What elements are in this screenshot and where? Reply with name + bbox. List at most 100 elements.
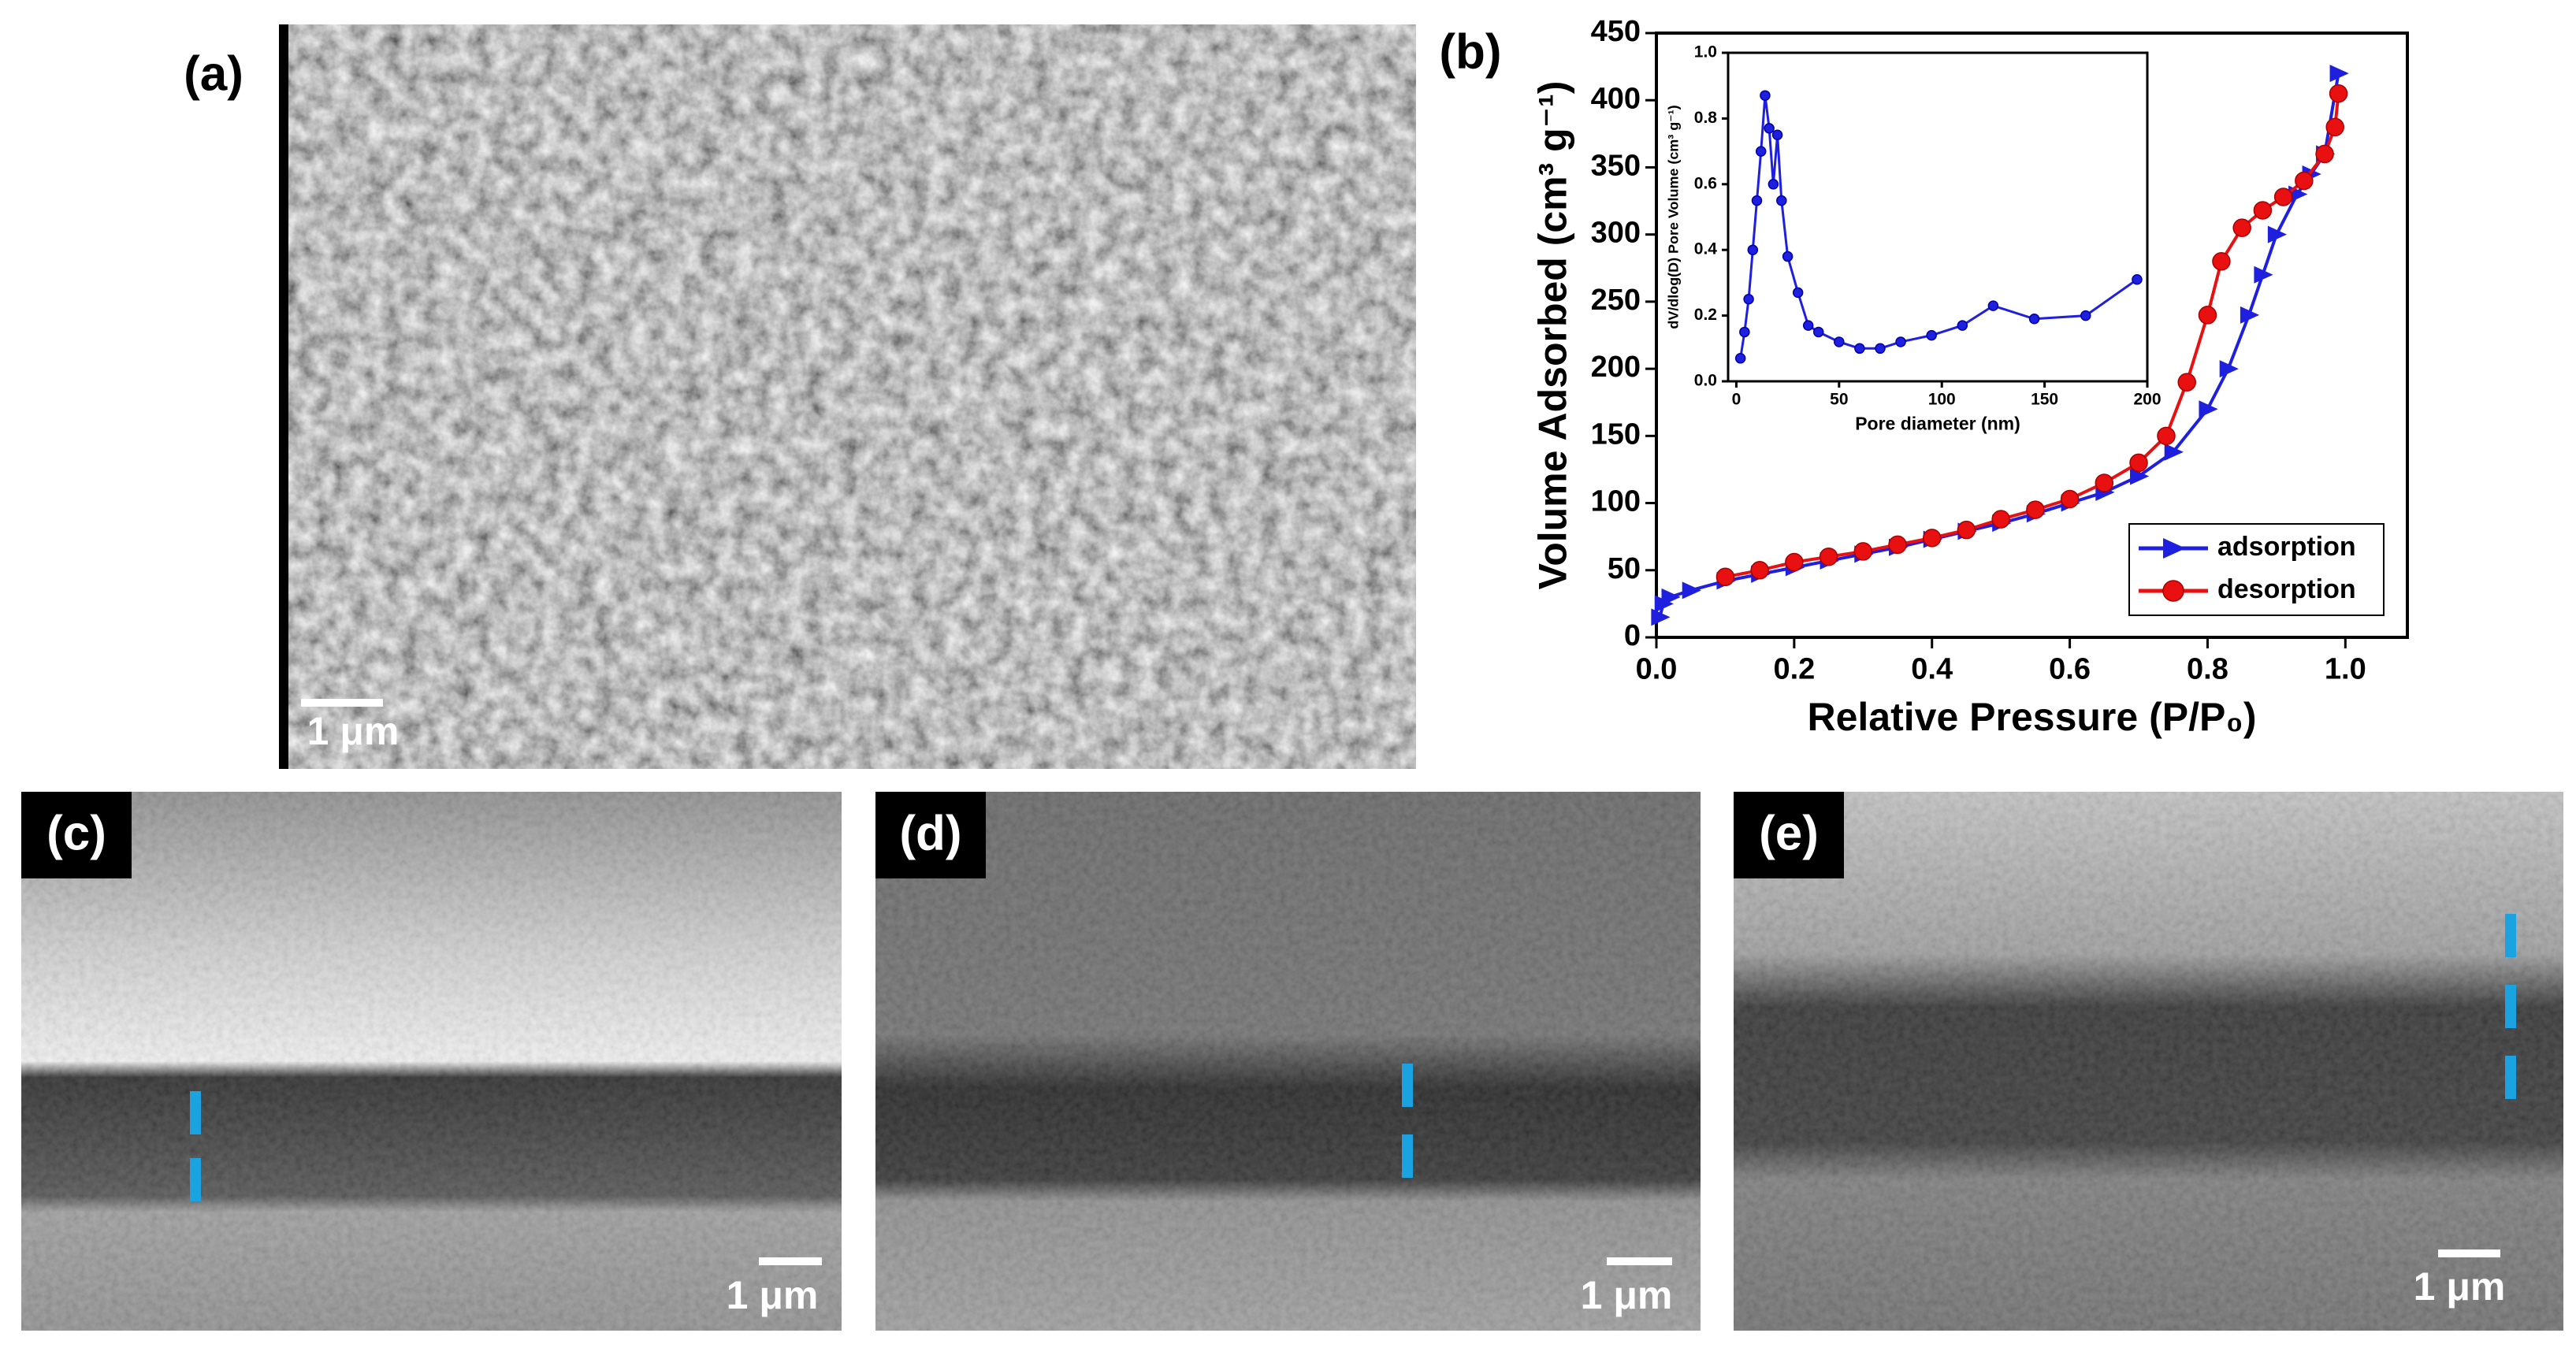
legend-label: desorption (2217, 574, 2356, 604)
data-point (1747, 244, 1759, 255)
x-tick-label: 0.0 (1636, 653, 1678, 686)
plot-frame (1655, 32, 2409, 639)
data-point (2212, 252, 2231, 271)
data-point (1792, 287, 1804, 299)
data-point (1802, 320, 1814, 331)
x-tick-label: 0 (1732, 390, 1741, 408)
data-point (2026, 500, 2045, 519)
y-tick-label: 0.4 (1694, 240, 1718, 258)
data-point (2295, 171, 2314, 191)
legend-label: adsorption (2217, 532, 2356, 562)
data-point (2132, 273, 2143, 285)
data-point (1926, 329, 1937, 341)
data-point (1987, 300, 1999, 311)
y-tick-label: 150 (1591, 418, 1641, 451)
data-point (1764, 123, 1775, 134)
data-point (1776, 195, 1787, 206)
scale-bar-label: 1 μm (1581, 1273, 1673, 1317)
label-box (1734, 792, 1844, 878)
data-point (2164, 443, 2184, 461)
scale-bar-label: 1 μm (727, 1273, 819, 1317)
data-point (1755, 146, 1767, 157)
sem-layers (21, 792, 842, 1331)
data-point (2060, 489, 2080, 509)
data-point (1785, 552, 1804, 572)
data-point (2095, 473, 2114, 492)
x-tick-label: 0.6 (2049, 653, 2091, 686)
data-point (2199, 400, 2218, 418)
data-point (1661, 588, 1681, 606)
panel-label: (a) (184, 46, 243, 101)
data-point (2315, 144, 2334, 164)
scale-bar-label: 1 μm (307, 709, 400, 753)
panel-label: (d) (899, 806, 961, 860)
x-tick-label: 0.2 (1773, 653, 1815, 686)
data-point (2253, 201, 2273, 220)
y-tick-label: 250 (1591, 284, 1641, 317)
plot-frame (1727, 51, 2149, 383)
y-tick-label: 0.8 (1694, 109, 1718, 127)
data-point (1682, 581, 1701, 600)
panel-label: (e) (1759, 806, 1819, 860)
y-tick-label: 0.0 (1694, 372, 1717, 390)
x-tick-label: 0.4 (1911, 653, 1953, 686)
y-tick-label: 300 (1591, 217, 1641, 250)
data-point (1651, 608, 1671, 626)
data-point (1760, 90, 1771, 101)
data-point (1750, 561, 1769, 580)
x-tick-label: 150 (2031, 390, 2058, 408)
data-point (1734, 353, 1746, 364)
x-tick-label: 200 (2133, 390, 2161, 408)
y-axis-label: Volume Adsorbed (cm³ g⁻¹) (1531, 81, 1575, 590)
label-box (875, 792, 986, 878)
data-point (1751, 195, 1763, 206)
data-point (1888, 535, 1907, 555)
data-point (2329, 84, 2348, 103)
x-tick-label: 1.0 (2325, 653, 2366, 686)
x-axis-label: Pore diameter (nm) (1855, 413, 2020, 433)
panel-label: (b) (1439, 24, 1501, 79)
data-point (2130, 467, 2150, 485)
sem-layers (875, 792, 1701, 1331)
data-point (1739, 326, 1750, 338)
data-point (2080, 310, 2091, 321)
data-point (2325, 117, 2344, 137)
scale-bar (301, 699, 383, 707)
data-point (1743, 294, 1754, 305)
data-point (1957, 520, 1976, 540)
x-tick-label: 0.8 (2187, 653, 2228, 686)
data-point (2177, 373, 2196, 392)
x-tick-label: 100 (1928, 390, 1956, 408)
y-tick-label: 100 (1591, 485, 1641, 518)
scale-bar-label: 1 μm (2414, 1264, 2506, 1309)
data-point (2232, 218, 2251, 237)
y-tick-label: 0.2 (1694, 306, 1717, 324)
y-tick-label: 450 (1591, 15, 1641, 48)
data-point (2219, 360, 2239, 378)
data-point (2329, 65, 2349, 83)
y-tick-label: 50 (1608, 552, 1641, 585)
sem-layers (1734, 792, 2563, 1331)
data-point (1922, 529, 1942, 548)
data-point (2267, 225, 2288, 243)
data-point (1854, 343, 1865, 355)
x-tick-label: 50 (1830, 390, 1848, 408)
x-axis-label: Relative Pressure (P/P₀) (1807, 695, 2256, 739)
data-point (2028, 314, 2040, 325)
scale-bar (2438, 1249, 2500, 1257)
data-point (1957, 320, 1968, 331)
y-tick-label: 200 (1591, 351, 1641, 384)
y-tick-label: 400 (1591, 82, 1641, 115)
data-point (1991, 510, 2010, 529)
scale-bar (759, 1257, 822, 1265)
data-point (1768, 179, 1779, 190)
data-point (1715, 567, 1735, 587)
sem-image (288, 24, 1416, 769)
y-tick-label: 1.0 (1694, 43, 1717, 61)
data-point (1834, 336, 1845, 347)
panel-label: (c) (46, 806, 106, 860)
data-point (2198, 306, 2217, 325)
y-tick-label: 0.6 (1694, 174, 1717, 192)
